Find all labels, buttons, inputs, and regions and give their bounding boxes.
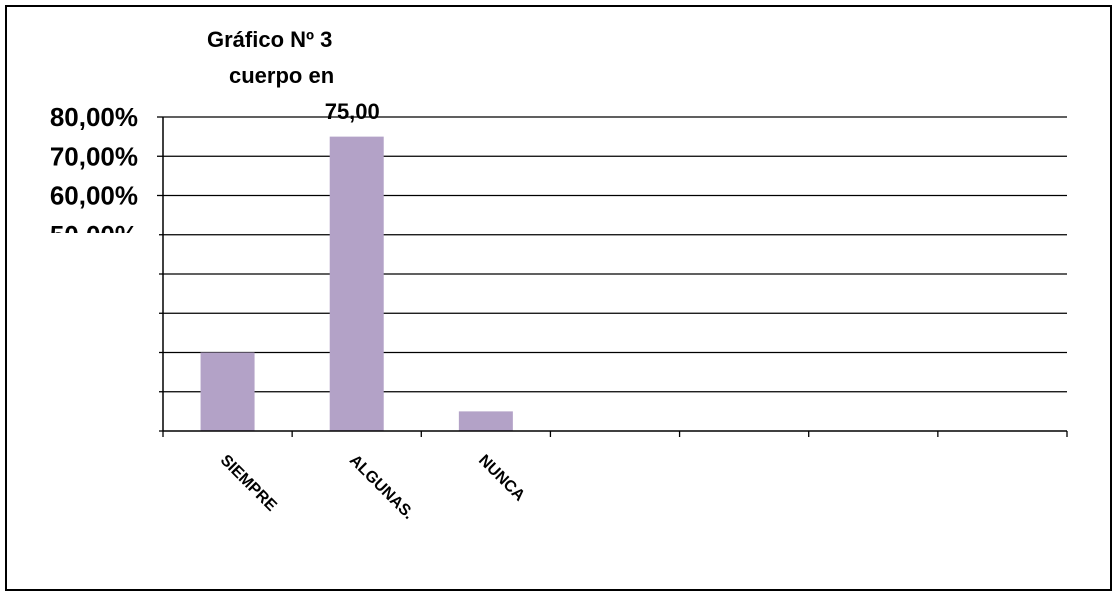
y-tick-label: 80,00% (50, 102, 138, 132)
bar (200, 352, 255, 431)
bar (329, 136, 384, 431)
axes (157, 116, 1068, 437)
y-tick-labels: 80,00%70,00%60,00%50,00% (7, 102, 159, 433)
x-tick-labels: SIEMPRE ALGUNAS. NUNCA (217, 452, 528, 523)
chart-title: Gráfico Nº 3 cuerpo en (207, 27, 334, 88)
bar-data-label: 75,00 (325, 99, 380, 124)
bar (458, 411, 513, 431)
bars (200, 136, 513, 431)
y-tick-label: 60,00% (50, 181, 138, 211)
gridlines (163, 116, 1067, 393)
chart-title-line: Gráfico Nº 3 (207, 27, 332, 52)
chart-title-line: cuerpo en (229, 63, 334, 88)
x-tick-label: NUNCA (475, 452, 528, 505)
data-labels: 75,00 (325, 99, 380, 124)
x-tick-label: ALGUNAS. (346, 452, 417, 523)
x-tick-label: SIEMPRE (217, 452, 280, 515)
y-tick-label: 70,00% (50, 141, 138, 171)
label-mask (7, 233, 159, 433)
